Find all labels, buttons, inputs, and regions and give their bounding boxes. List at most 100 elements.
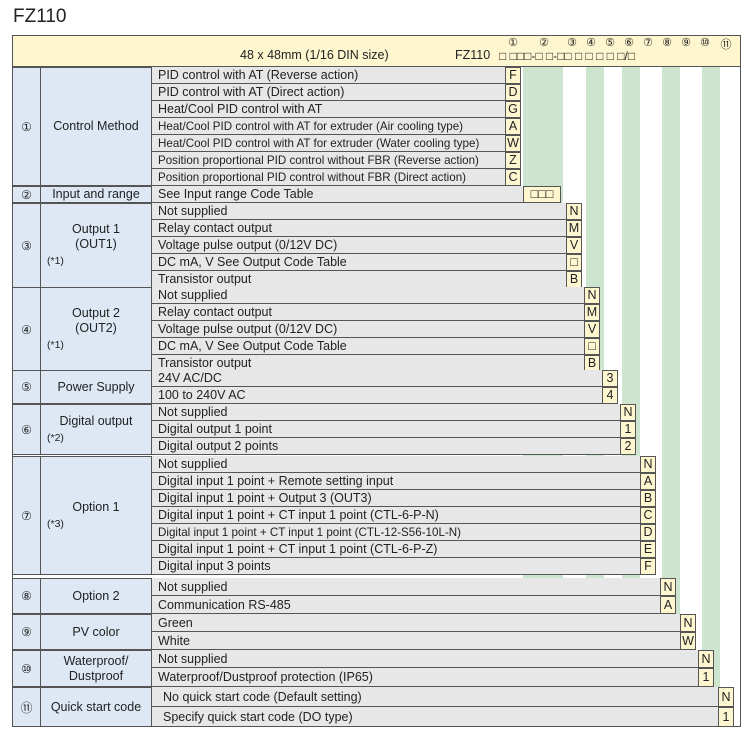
option-label: Heat/Cool PID control with AT for extrud…	[158, 120, 463, 133]
section-name-line: Input and range	[52, 187, 140, 201]
option-row	[152, 118, 505, 135]
section-name: Quick start code	[41, 687, 152, 727]
option-label: Green	[158, 616, 193, 630]
option-row	[152, 558, 640, 575]
option-row	[152, 287, 584, 304]
option-label: Not supplied	[158, 405, 228, 419]
option-row	[152, 67, 505, 84]
section-name-line: Digital output	[59, 413, 133, 428]
option-label: Digital input 3 points	[158, 559, 271, 573]
size-text: 48 x 48mm (1/16 DIN size)	[240, 48, 389, 62]
section-name-line: PV color	[72, 624, 120, 639]
option-code: 3	[602, 370, 618, 387]
section-name-line: Option 1	[72, 499, 120, 514]
option-label: Not supplied	[158, 204, 228, 218]
section-number: ⑧	[12, 578, 41, 614]
option-code: □	[584, 338, 600, 355]
option-row	[152, 203, 566, 220]
option-code: E	[640, 541, 656, 558]
section-name: Power Supply	[41, 370, 152, 404]
option-code: □	[566, 254, 582, 271]
option-row	[152, 632, 680, 650]
option-row	[152, 186, 523, 203]
option-row	[152, 387, 602, 404]
option-code: Z	[505, 152, 521, 169]
position-number: ①	[508, 37, 518, 49]
position-number: ⑥	[624, 37, 634, 49]
section-number: ⑥	[12, 404, 41, 455]
column-shade	[702, 67, 720, 727]
section-number: ②	[12, 186, 41, 203]
option-code: A	[505, 118, 521, 135]
section-name: Digital output (*2)	[41, 404, 152, 455]
option-code: N	[698, 650, 714, 668]
option-code: 4	[602, 387, 618, 404]
section-name: Output 2 (OUT2) (*1)	[41, 287, 152, 372]
option-label: DC mA, V See Output Code Table	[158, 339, 347, 353]
option-row	[152, 370, 602, 387]
position-number: ⑨	[681, 37, 691, 49]
section-note: (*3)	[47, 517, 64, 530]
option-code: N	[584, 287, 600, 304]
option-label: 100 to 240V AC	[158, 388, 246, 402]
option-row	[152, 321, 584, 338]
option-code: N	[640, 456, 656, 473]
option-row	[152, 220, 566, 237]
model-label: FZ110	[455, 48, 491, 62]
section-name: Option 1 (*3)	[41, 456, 152, 575]
option-label: Digital input 1 point + CT input 1 point…	[158, 508, 439, 522]
option-row	[152, 84, 505, 101]
option-code: N	[566, 203, 582, 220]
section-name: Control Method	[41, 67, 152, 186]
option-code: C	[640, 507, 656, 524]
option-label: DC mA, V See Output Code Table	[158, 255, 347, 269]
section-name: Waterproof/Dustproof	[41, 650, 152, 687]
option-label: White	[158, 634, 190, 648]
position-number: ⑤	[605, 37, 615, 49]
option-row	[152, 456, 640, 473]
section-number: ⑤	[12, 370, 41, 404]
option-label: Transistor output	[158, 272, 252, 286]
option-label: Relay contact output	[158, 221, 272, 235]
option-label: Not supplied	[158, 457, 228, 471]
page-title: FZ110	[13, 6, 67, 27]
option-code: B	[640, 490, 656, 507]
section-number: ⑦	[12, 456, 41, 575]
option-row	[152, 135, 505, 152]
section-name-line: Dustproof	[68, 668, 124, 683]
option-code: N	[680, 614, 696, 632]
option-code: C	[505, 169, 521, 186]
option-row	[152, 338, 584, 355]
option-code: W	[505, 135, 521, 152]
option-code: V	[566, 237, 582, 254]
option-code: 1	[718, 707, 734, 727]
option-label: PID control with AT (Direct action)	[158, 85, 345, 99]
option-code: V	[584, 321, 600, 338]
option-code: F	[640, 558, 656, 575]
section-note: (*1)	[47, 339, 64, 351]
section-number: ①	[12, 67, 41, 186]
section-name-line: Quick start code	[50, 699, 142, 714]
position-number: ③	[567, 37, 577, 49]
option-row	[152, 524, 640, 541]
option-row	[152, 650, 698, 668]
option-label: 24V AC/DC	[158, 371, 222, 385]
option-label: Not supplied	[158, 288, 228, 302]
option-row	[152, 668, 698, 687]
option-label: PID control with AT (Reverse action)	[158, 68, 359, 82]
option-label: Position proportional PID control withou…	[158, 154, 479, 167]
option-row	[152, 507, 640, 524]
option-row	[152, 687, 718, 707]
option-label: Digital output 1 point	[158, 422, 272, 436]
option-label: No quick start code (Default setting)	[163, 690, 362, 704]
column-shade	[662, 67, 680, 727]
option-label: Relay contact output	[158, 305, 272, 319]
section-name: Option 2	[41, 578, 152, 614]
option-row	[152, 421, 620, 438]
section-number: ⑩	[12, 650, 41, 687]
option-code: M	[584, 304, 600, 321]
position-number: ⑪	[720, 39, 732, 51]
option-row	[152, 614, 680, 632]
option-label: Heat/Cool PID control with AT	[158, 102, 323, 116]
